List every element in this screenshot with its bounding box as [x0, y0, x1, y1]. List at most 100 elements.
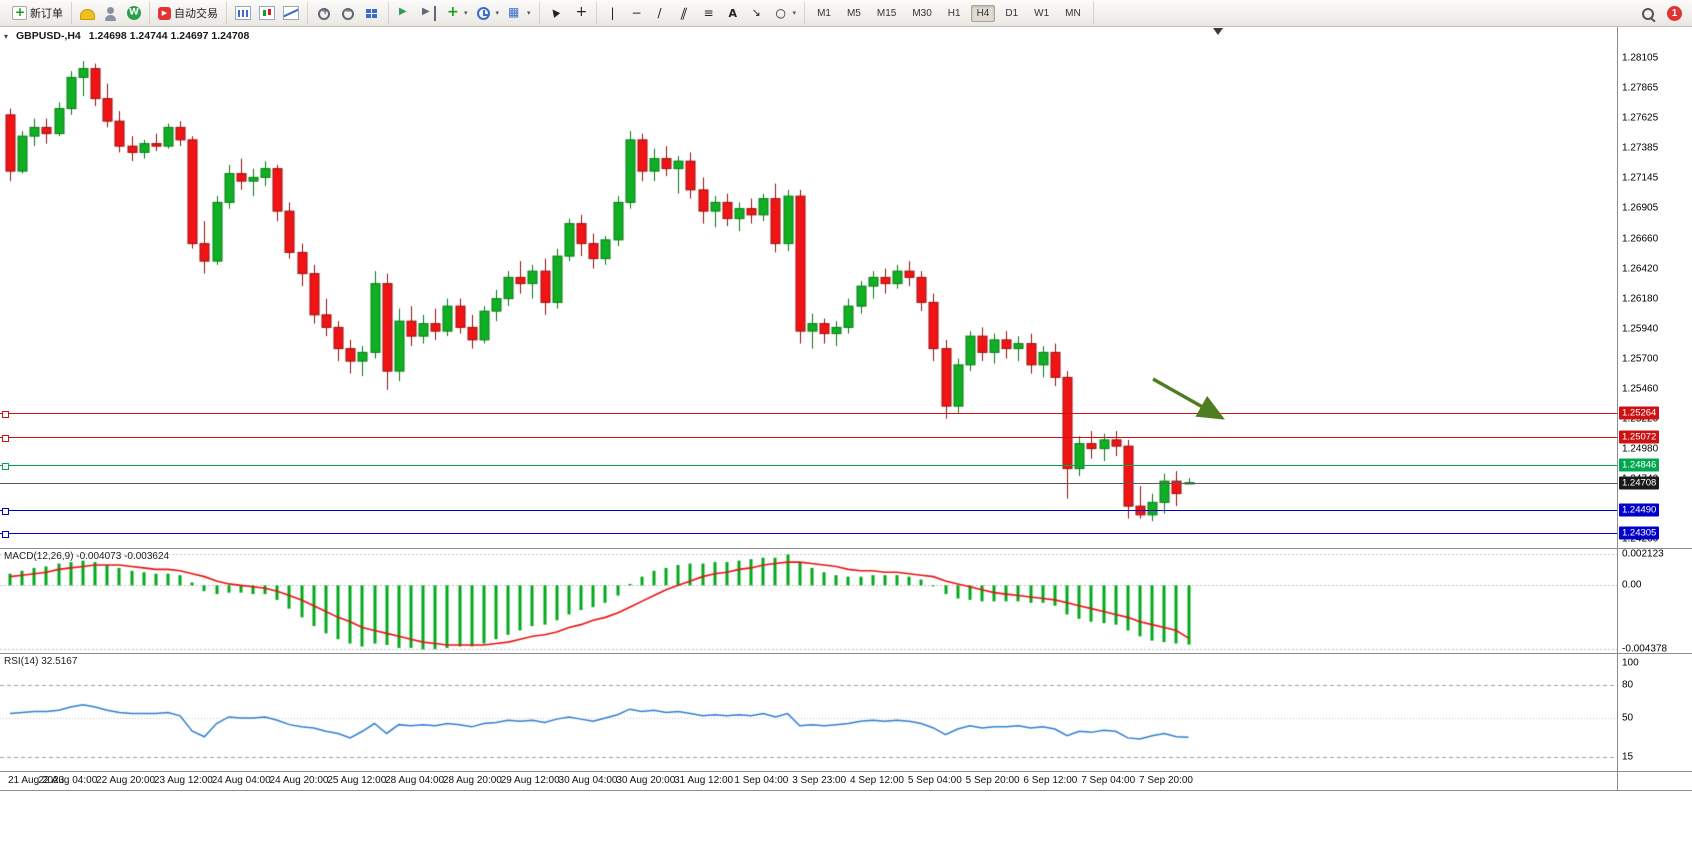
time-label: 31 Aug 12:00	[674, 775, 734, 786]
new-order-button[interactable]: 新订单	[9, 4, 66, 22]
vline-button[interactable]	[602, 5, 624, 22]
horizontal-line-object[interactable]	[0, 507, 1617, 515]
text-button[interactable]	[722, 5, 744, 22]
tile-windows-button[interactable]	[361, 5, 383, 22]
horizontal-line-object[interactable]	[0, 482, 1617, 484]
toolbar-group: 新订单	[4, 2, 72, 24]
auto-scroll-button[interactable]	[394, 5, 416, 22]
hline-button[interactable]	[626, 5, 648, 22]
price-tag: 1.24846	[1619, 458, 1660, 472]
time-label: 22 Aug 20:00	[96, 775, 156, 786]
toolbar-group: ▾	[597, 2, 806, 24]
rsi-axis-label: 50	[1622, 712, 1634, 724]
horizontal-line-object[interactable]	[0, 411, 1617, 419]
timeframe-d1[interactable]: D1	[1005, 7, 1019, 19]
price-tick-label: 1.25940	[1622, 323, 1659, 335]
macd-axis[interactable]: 0.002123 0.00 -0.004378	[1617, 549, 1692, 655]
clock-button[interactable]: ▾	[473, 5, 503, 22]
price-tick-label: 1.25460	[1622, 383, 1659, 395]
channel-icon	[677, 6, 693, 21]
timeframe-m5[interactable]: M5	[846, 7, 861, 19]
hat-button[interactable]	[77, 5, 98, 21]
price-tick-label: 1.24980	[1622, 443, 1659, 455]
label-button[interactable]	[746, 5, 768, 22]
vline-icon	[605, 6, 621, 21]
time-label: 25 Aug 12:00	[327, 775, 387, 786]
profile-button[interactable]	[100, 5, 122, 22]
price-tick-label: 1.28105	[1622, 52, 1659, 64]
rsi-plot[interactable]: RSI(14) 32.5167	[0, 654, 1617, 771]
search-button[interactable]	[1637, 5, 1659, 22]
indicators-button[interactable]: ▾	[441, 4, 471, 22]
chart-shift-button[interactable]	[418, 5, 439, 22]
price-tick-label: 1.27385	[1622, 142, 1659, 154]
horizontal-line-object[interactable]	[0, 531, 1617, 538]
horizontal-line-object[interactable]	[0, 463, 1617, 471]
zoom-in-button[interactable]	[313, 5, 335, 22]
timeframe-mn[interactable]: MN	[1065, 7, 1081, 19]
chart-shift-icon	[421, 5, 436, 21]
chart-bars-button[interactable]	[232, 5, 254, 21]
bar-shift-marker[interactable]	[1213, 28, 1223, 35]
macd-panel: MACD(12,26,9) -0.004073 -0.003624 0.0021…	[0, 549, 1692, 655]
candlestick-canvas[interactable]	[0, 27, 1617, 548]
chevron-down-icon[interactable]: ▾	[4, 31, 9, 41]
trend-arrow-object[interactable]	[1148, 373, 1240, 431]
chart-bars-icon	[235, 6, 251, 20]
trendline-icon	[653, 6, 669, 21]
text-icon	[725, 6, 741, 21]
fibo-icon	[701, 6, 717, 21]
chart-line-icon	[283, 6, 299, 20]
crosshair-button[interactable]	[569, 4, 591, 22]
toolbar-group: ▾ ▾ ▾	[389, 2, 540, 24]
macd-canvas[interactable]	[0, 549, 1617, 653]
shapes-icon	[773, 6, 789, 21]
clock-icon	[476, 6, 492, 21]
hat-icon	[80, 9, 95, 20]
trendline-button[interactable]	[650, 5, 672, 22]
price-axis[interactable]: 1.28105 1.27865 1.27625 1.27385 1.27145 1.269…	[1617, 27, 1692, 548]
toolbar-group	[308, 2, 389, 24]
timeframe-m15[interactable]: M15	[876, 7, 897, 19]
time-label: 30 Aug 20:00	[616, 775, 676, 786]
macd-plot[interactable]: MACD(12,26,9) -0.004073 -0.003624	[0, 549, 1617, 653]
price-tick-label: 1.27625	[1622, 112, 1659, 124]
label-icon	[749, 6, 765, 21]
toolbar-group	[227, 2, 308, 24]
new-order-icon	[12, 5, 27, 20]
toolbar-group: 自动交易	[150, 2, 227, 24]
rsi-axis-label: 80	[1622, 679, 1634, 691]
autotrade-button[interactable]: 自动交易	[155, 4, 221, 22]
price-tag: 1.24490	[1619, 503, 1660, 517]
price-tick-label: 1.26660	[1622, 233, 1659, 245]
button-label: 新订单	[30, 8, 63, 20]
timeframe-w1[interactable]: W1	[1034, 7, 1050, 19]
cursor-button[interactable]	[545, 5, 567, 22]
time-label: 6 Sep 12:00	[1023, 775, 1078, 786]
shapes-button[interactable]: ▾	[770, 5, 800, 22]
chart-line-button[interactable]	[280, 5, 302, 21]
horizontal-line-object[interactable]	[0, 435, 1617, 443]
templates-button[interactable]: ▾	[504, 5, 534, 22]
zoom-out-button[interactable]	[337, 5, 359, 22]
timeframe-h1[interactable]: H1	[947, 7, 961, 19]
rsi-canvas[interactable]	[0, 654, 1617, 771]
fibo-button[interactable]	[698, 5, 720, 22]
community-button[interactable]	[124, 5, 144, 21]
notification-badge[interactable]: 1	[1667, 5, 1682, 21]
timeframe-m1[interactable]: M1	[817, 7, 831, 19]
time-labels: 21 Aug 2023 22 Aug 04:00 22 Aug 20:00 23 Au…	[0, 772, 1617, 790]
timeframe-m30[interactable]: M30	[912, 7, 932, 19]
timeframe-h4[interactable]: H4	[970, 4, 996, 22]
chevron-down-icon: ▾	[464, 10, 468, 17]
rsi-axis[interactable]: 100 80 50 15	[1617, 654, 1692, 771]
time-label: 7 Sep 04:00	[1081, 775, 1136, 786]
channel-button[interactable]	[674, 5, 696, 22]
price-chart-plot[interactable]: ▾ GBPUSD-,H4 1.24698 1.24744 1.24697 1.2…	[0, 27, 1617, 548]
price-tick-label: 1.26905	[1622, 202, 1659, 214]
time-axis[interactable]: 21 Aug 2023 22 Aug 04:00 22 Aug 20:00 23 Au…	[0, 772, 1692, 791]
autotrade-icon	[158, 6, 171, 20]
chart-candles-icon	[259, 6, 275, 20]
chart-candles-button[interactable]	[256, 5, 278, 21]
